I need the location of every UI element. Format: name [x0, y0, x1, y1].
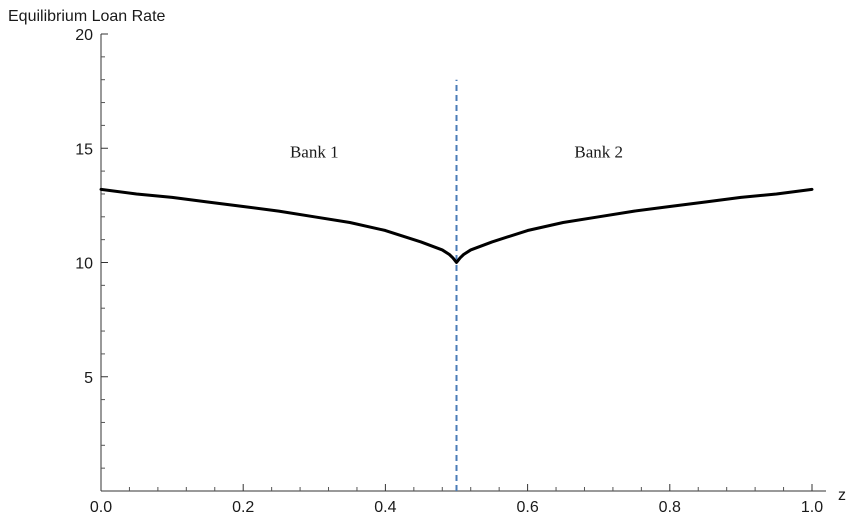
y-tick-label: 5	[84, 370, 93, 387]
bank-annotation: Bank 1	[290, 142, 339, 161]
x-tick-label: 0.2	[232, 499, 254, 516]
annotation-layer: Bank 1 Bank 2	[290, 142, 623, 161]
x-tick-label: 0.0	[90, 499, 112, 516]
x-tick-label: 0.6	[516, 499, 538, 516]
bank-annotation: Bank 2	[574, 142, 623, 161]
y-tick-label: 20	[75, 27, 93, 44]
axes: 0.0 0.2 0.4 0.6 0.8 1.0 5 10 15 20	[75, 27, 826, 516]
series-layer	[99, 187, 814, 264]
series-line	[99, 187, 814, 264]
x-axis-label: z	[838, 487, 846, 504]
y-tick-label: 15	[75, 141, 93, 158]
x-tick-label: 1.0	[801, 499, 823, 516]
y-axis-label: Equilibrium Loan Rate	[8, 8, 166, 25]
x-tick-label: 0.8	[659, 499, 681, 516]
y-tick-label: 10	[75, 256, 93, 273]
x-tick-label: 0.4	[374, 499, 396, 516]
